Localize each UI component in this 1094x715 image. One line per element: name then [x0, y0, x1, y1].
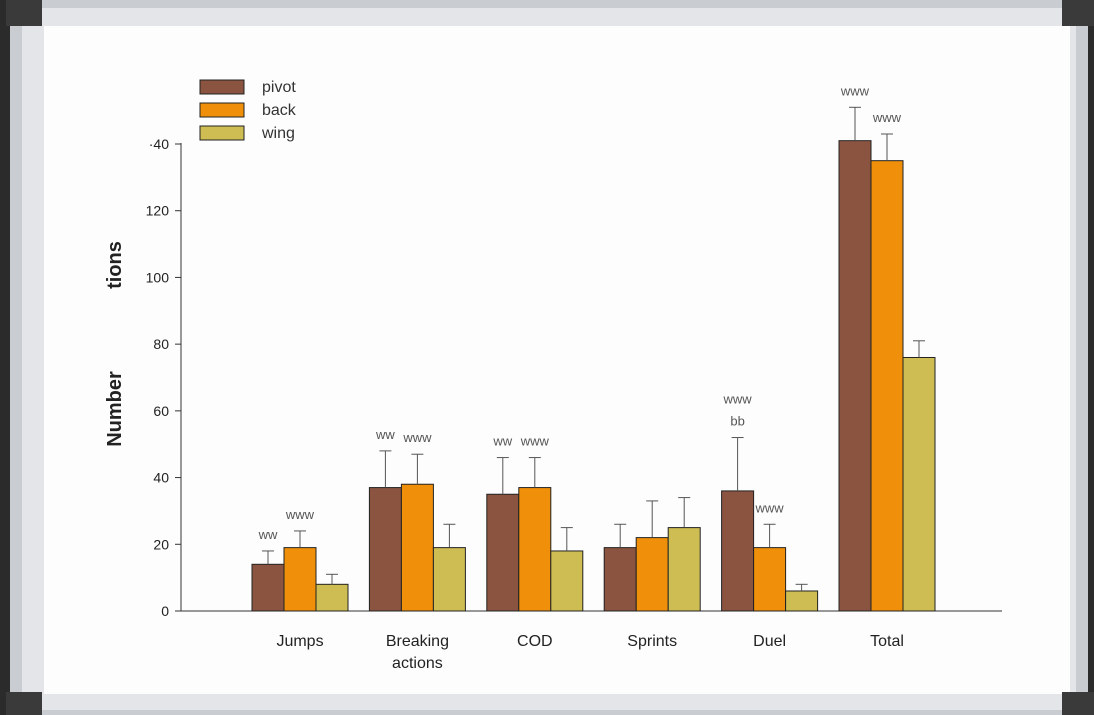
x-category-label: actions [392, 655, 443, 672]
significance-annotation: ww [258, 527, 278, 542]
significance-annotation: ww [375, 427, 395, 442]
significance-annotation: bb [730, 414, 744, 429]
bar-back [753, 547, 787, 612]
y-tick-label: 100 [146, 269, 170, 285]
corner-bottom-left [6, 692, 42, 715]
bar-back [400, 483, 434, 612]
bar-wing [315, 583, 349, 612]
significance-annotation: www [285, 507, 315, 522]
x-category-label: Total [870, 633, 904, 650]
bar-back [518, 487, 552, 612]
corner-bottom-right [1062, 692, 1094, 715]
significance-annotation: www [723, 392, 753, 407]
x-category-label: Duel [753, 633, 786, 650]
bar-pivot [838, 140, 872, 612]
legend-label-pivot: pivot [262, 79, 296, 96]
y-axis-title-part-1: Number [104, 371, 126, 447]
bar-pivot [251, 563, 285, 612]
bars [251, 140, 936, 612]
significance-annotation: www [520, 434, 550, 449]
bar-pivot [603, 547, 637, 612]
legend: pivot back wing [199, 79, 297, 142]
legend-swatch-wing [199, 125, 245, 141]
bar-pivot [721, 490, 755, 612]
bar-back [635, 537, 669, 612]
y-tick-label: ·40 [149, 136, 169, 152]
significance-annotation: www [840, 83, 870, 98]
y-tick-label: 0 [161, 603, 169, 619]
bar-wing [550, 550, 584, 612]
legend-swatch-back [199, 102, 245, 118]
bar-back [870, 160, 904, 612]
x-category-label: Breaking [386, 633, 449, 650]
y-tick-label: 120 [146, 203, 170, 219]
legend-label-back: back [262, 102, 297, 119]
bar-wing [785, 590, 819, 612]
y-tick-label: 60 [153, 403, 169, 419]
x-category-label: Sprints [627, 633, 677, 650]
bar-pivot [486, 493, 520, 612]
category-labels: Jumps Breaking actions COD Sprints Duel Total [276, 633, 903, 672]
corner-top-left [6, 0, 42, 26]
x-category-label: COD [517, 633, 553, 650]
y-tick-label: 40 [153, 470, 169, 486]
y-axis-title-part-2: tions [104, 241, 126, 289]
x-category-label: Jumps [276, 633, 323, 650]
significance-annotation: www [755, 500, 785, 515]
significance-annotation: ww [492, 434, 512, 449]
bar-wing [667, 527, 701, 612]
legend-label-wing: wing [261, 125, 295, 142]
error-bars [262, 106, 925, 591]
bar-back [283, 547, 317, 612]
corner-top-right [1062, 0, 1094, 26]
y-ticks: 0 20 40 60 80 100 120 ·40 [146, 136, 181, 619]
bar-wing [902, 356, 936, 612]
y-axis-title: Number tions [104, 241, 126, 447]
bar-wing [432, 547, 466, 612]
bar-pivot [368, 487, 402, 612]
significance-annotation: www [872, 110, 902, 125]
significance-annotation: www [402, 430, 432, 445]
legend-swatch-pivot [199, 79, 245, 95]
y-tick-label: 20 [153, 536, 169, 552]
y-tick-label: 80 [153, 336, 169, 352]
